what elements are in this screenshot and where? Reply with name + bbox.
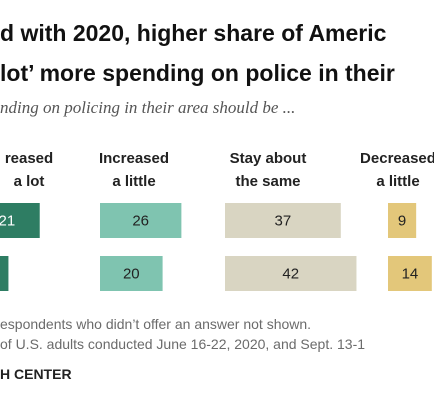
column-header-line-2: a little [112,173,156,190]
column-header-line-2: a lot [13,173,45,190]
bar-value-label: 9 [398,213,406,230]
chart-title-line-1: d with 2020, higher share of Americ [0,20,387,46]
footnote-source: of U.S. adults conducted June 16-22, 202… [0,336,366,352]
chart-subtitle: nding on policing in their area should b… [0,98,296,117]
bar-value-label: 14 [402,266,419,283]
column-header-line-1: reased [4,150,54,167]
bar-value-label: 26 [132,213,149,230]
bar-row-2-col-2 [100,256,163,291]
bar-row-1-col-2 [100,203,182,238]
chart-title-line-2: lot’ more spending on police in their [0,60,395,86]
bar-row-1-col-1 [0,203,40,238]
column-header-stay-about-the-same: Stay about the same [216,147,320,193]
column-header-line-1: Stay about [229,150,307,167]
column-header-increased-a-lot: reased a lot [0,147,72,193]
bar-value-label: 21 [0,213,15,230]
bar-row-2-col-1 [0,256,9,291]
column-header-line-1: Increased [98,150,170,167]
brand-label: H CENTER [0,366,72,382]
bar-value-label: 20 [123,266,140,283]
bar-value-label: 42 [282,266,299,283]
column-header-line-2: a little [376,173,420,190]
bar-row-2-col-4 [388,256,432,291]
bar-row-1-col-4 [388,203,417,238]
bar-row-1-col-3 [225,203,341,238]
footnote-respondents: espondents who didn’t offer an answer no… [0,316,312,332]
column-header-line-2: the same [235,173,301,190]
column-header-line-1: Decreased [360,150,434,167]
column-header-increased-a-little: Increased a little [86,147,182,193]
bar-value-label: 37 [275,213,292,230]
bar-row-2-col-3 [225,256,357,291]
column-header-decreased-a-little: Decreased a little [346,147,434,193]
